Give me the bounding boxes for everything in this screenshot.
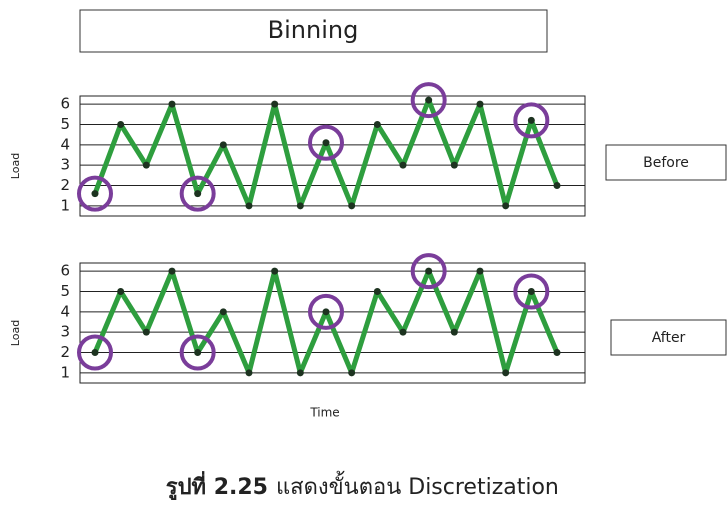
data-point xyxy=(194,348,202,356)
data-point xyxy=(91,190,99,198)
highlight-ring xyxy=(410,82,447,119)
highlight-ring xyxy=(410,253,447,290)
chart-label: Before xyxy=(643,155,689,171)
data-point xyxy=(502,369,510,377)
data-point xyxy=(502,202,510,210)
y-tick-label: 4 xyxy=(60,135,70,153)
caption-label: รูปที่ 2.25 xyxy=(166,470,268,501)
y-tick-label: 4 xyxy=(60,302,70,320)
data-point xyxy=(322,139,330,147)
caption-text: แสดงขั้นตอน Discretization xyxy=(276,471,559,500)
y-tick-label: 3 xyxy=(60,323,70,341)
data-point xyxy=(399,161,407,169)
data-point xyxy=(450,328,458,336)
data-point xyxy=(219,141,227,149)
highlight-ring xyxy=(308,293,344,330)
data-point xyxy=(91,348,99,356)
data-point xyxy=(271,267,279,275)
label-box xyxy=(605,144,727,181)
data-point xyxy=(142,328,150,336)
y-axis-label: Load xyxy=(9,153,22,179)
data-point xyxy=(425,267,433,275)
data-point xyxy=(322,308,330,316)
data-point xyxy=(373,120,381,128)
data-point xyxy=(142,161,150,169)
data-point xyxy=(168,267,176,275)
highlight-ring xyxy=(179,175,216,212)
highlight-ring xyxy=(308,124,344,161)
data-point xyxy=(476,267,484,275)
data-point xyxy=(553,181,561,189)
data-point xyxy=(450,161,458,169)
y-tick-label: 5 xyxy=(60,282,70,300)
y-tick-label: 5 xyxy=(60,115,70,133)
data-point xyxy=(476,100,484,108)
data-point xyxy=(296,202,304,210)
plot-frame xyxy=(79,262,586,384)
plot-frame xyxy=(79,95,586,217)
data-point xyxy=(399,328,407,336)
data-line xyxy=(92,268,560,376)
data-point xyxy=(527,116,535,124)
title: Binning xyxy=(268,16,359,44)
highlight-ring xyxy=(513,102,550,139)
highlight-ring xyxy=(513,273,550,310)
x-axis-label: Time xyxy=(309,406,339,420)
y-tick-label: 6 xyxy=(60,262,70,280)
data-line xyxy=(92,97,560,209)
data-point xyxy=(296,369,304,377)
data-point xyxy=(117,287,125,295)
y-tick-label: 1 xyxy=(60,363,70,381)
data-point xyxy=(194,190,202,198)
y-tick-label: 2 xyxy=(60,343,70,361)
y-axis-label: Load xyxy=(9,320,22,346)
data-point xyxy=(117,120,125,128)
y-tick-label: 1 xyxy=(60,196,70,214)
title-box xyxy=(79,9,548,53)
data-point xyxy=(245,202,253,210)
label-box xyxy=(610,319,727,356)
data-point xyxy=(527,287,535,295)
y-tick-label: 6 xyxy=(60,95,70,113)
data-point xyxy=(348,202,356,210)
highlight-ring xyxy=(77,175,113,212)
highlight-ring xyxy=(179,334,216,371)
highlight-ring xyxy=(77,334,113,371)
data-point xyxy=(348,369,356,377)
data-point xyxy=(373,287,381,295)
data-point xyxy=(425,96,433,104)
y-tick-label: 3 xyxy=(60,156,70,174)
y-tick-label: 2 xyxy=(60,176,70,194)
chart-label: After xyxy=(652,330,686,346)
data-point xyxy=(219,308,227,316)
data-point xyxy=(245,369,253,377)
data-point xyxy=(168,100,176,108)
data-point xyxy=(271,100,279,108)
data-point xyxy=(553,348,561,356)
